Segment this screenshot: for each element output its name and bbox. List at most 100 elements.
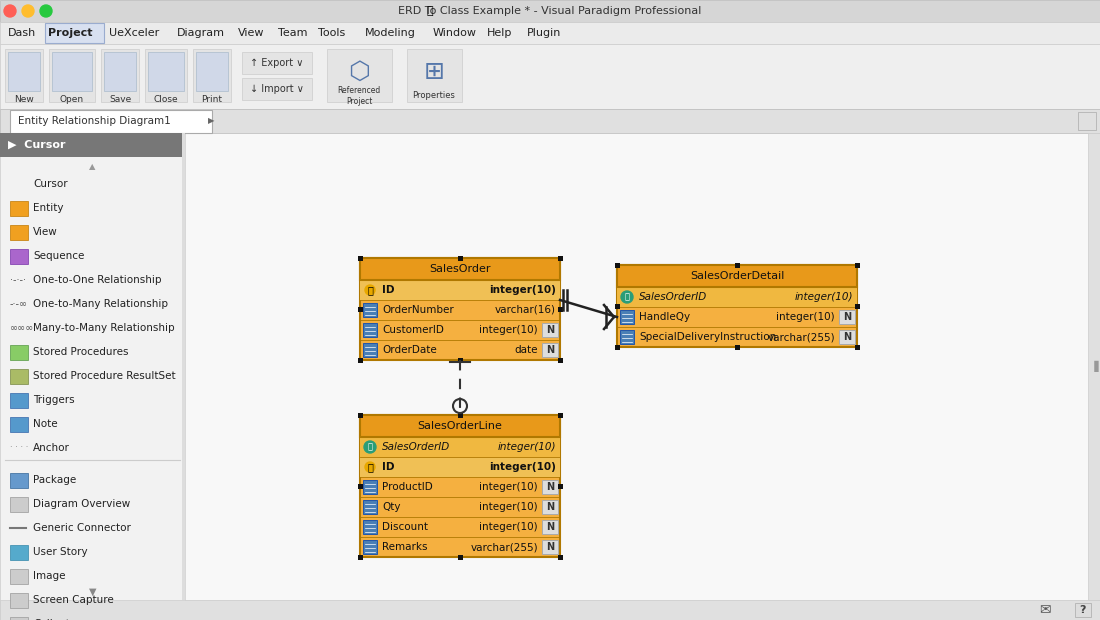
Bar xyxy=(358,358,363,363)
Text: Print: Print xyxy=(201,95,222,105)
Bar xyxy=(45,23,104,43)
Bar xyxy=(855,304,859,309)
Text: ↑ Export ∨: ↑ Export ∨ xyxy=(251,58,304,68)
Text: Entity: Entity xyxy=(33,203,64,213)
Bar xyxy=(458,358,462,363)
Bar xyxy=(558,412,562,417)
Bar xyxy=(363,323,377,337)
Bar xyxy=(0,44,1100,109)
Bar xyxy=(0,0,1100,22)
Text: 🔑: 🔑 xyxy=(625,293,629,301)
Text: integer(10): integer(10) xyxy=(777,312,835,322)
Text: N: N xyxy=(546,542,554,552)
Text: 🔑: 🔑 xyxy=(367,462,373,472)
Bar xyxy=(360,258,560,280)
Text: Referenced
Project: Referenced Project xyxy=(338,86,381,105)
Bar xyxy=(358,484,363,489)
Bar xyxy=(10,417,28,432)
Text: Entity Relationship Diagram1: Entity Relationship Diagram1 xyxy=(18,116,170,126)
Text: Package: Package xyxy=(33,475,76,485)
Bar xyxy=(0,109,1100,133)
Bar xyxy=(458,554,462,559)
Bar xyxy=(196,52,228,91)
Bar xyxy=(10,345,28,360)
Text: integer(10): integer(10) xyxy=(480,522,538,532)
Text: Open: Open xyxy=(59,95,84,105)
Text: Note: Note xyxy=(33,419,57,429)
Text: Anchor: Anchor xyxy=(33,443,70,453)
Text: N: N xyxy=(546,502,554,512)
Bar xyxy=(363,500,377,514)
Text: N: N xyxy=(546,522,554,532)
Circle shape xyxy=(365,285,375,295)
Text: OrderNumber: OrderNumber xyxy=(382,305,453,315)
Bar xyxy=(10,249,28,264)
Text: SalesOrder: SalesOrder xyxy=(429,264,491,274)
Text: Diagram Overview: Diagram Overview xyxy=(33,499,130,509)
Circle shape xyxy=(621,291,632,303)
Bar xyxy=(542,480,558,494)
Text: Cursor: Cursor xyxy=(33,179,67,189)
Bar xyxy=(104,52,136,91)
Text: Close: Close xyxy=(154,95,178,105)
Bar xyxy=(363,480,377,494)
Text: integer(10): integer(10) xyxy=(490,462,556,472)
Text: Dash: Dash xyxy=(8,28,36,38)
Text: ?: ? xyxy=(1080,605,1087,615)
Bar xyxy=(182,133,185,600)
Text: Modeling: Modeling xyxy=(365,28,416,38)
Text: One-to-One Relationship: One-to-One Relationship xyxy=(33,275,162,285)
Text: Screen Capture: Screen Capture xyxy=(33,595,113,605)
Bar xyxy=(617,287,857,307)
Text: 📄: 📄 xyxy=(427,6,433,16)
Text: Team: Team xyxy=(278,28,308,38)
Text: Callout: Callout xyxy=(33,619,70,620)
Bar xyxy=(363,343,377,357)
Text: N: N xyxy=(843,312,851,322)
Text: Many-to-Many Relationship: Many-to-Many Relationship xyxy=(33,323,175,333)
Text: N: N xyxy=(546,482,554,492)
Text: Diagram: Diagram xyxy=(177,28,225,38)
Bar xyxy=(558,255,562,260)
Bar xyxy=(542,520,558,534)
Bar xyxy=(620,330,634,344)
Text: integer(10): integer(10) xyxy=(480,502,538,512)
Text: ID: ID xyxy=(382,285,395,295)
Bar xyxy=(360,457,560,477)
Bar xyxy=(558,306,562,311)
Bar xyxy=(0,133,185,620)
Text: ID: ID xyxy=(382,462,395,472)
Text: ERD To Class Example * - Visual Paradigm Professional: ERD To Class Example * - Visual Paradigm… xyxy=(398,6,702,16)
Bar xyxy=(855,262,859,267)
Bar xyxy=(10,593,28,608)
Bar xyxy=(242,78,312,100)
Bar xyxy=(458,412,462,417)
Text: integer(10): integer(10) xyxy=(480,325,538,335)
Bar xyxy=(458,255,462,260)
Text: N: N xyxy=(546,325,554,335)
Text: View: View xyxy=(238,28,264,38)
Bar xyxy=(542,500,558,514)
Text: Plugin: Plugin xyxy=(527,28,561,38)
Text: varchar(255): varchar(255) xyxy=(471,542,538,552)
Text: SalesOrderDetail: SalesOrderDetail xyxy=(690,271,784,281)
Bar xyxy=(1078,112,1096,130)
Circle shape xyxy=(4,5,16,17)
Bar xyxy=(839,330,855,344)
Bar xyxy=(358,412,363,417)
Text: 🔑: 🔑 xyxy=(367,443,373,451)
Text: ▶: ▶ xyxy=(208,117,214,125)
Text: ▼: ▼ xyxy=(89,587,97,597)
Circle shape xyxy=(365,462,375,472)
Bar xyxy=(10,617,28,620)
Text: ↓ Import ∨: ↓ Import ∨ xyxy=(250,84,304,94)
Bar xyxy=(358,554,363,559)
Bar xyxy=(10,545,28,560)
Bar xyxy=(558,484,562,489)
Text: ProductID: ProductID xyxy=(382,482,432,492)
Bar xyxy=(839,310,855,324)
Bar xyxy=(615,304,619,309)
Bar xyxy=(6,49,43,102)
Text: N: N xyxy=(546,345,554,355)
Bar xyxy=(1088,133,1100,600)
